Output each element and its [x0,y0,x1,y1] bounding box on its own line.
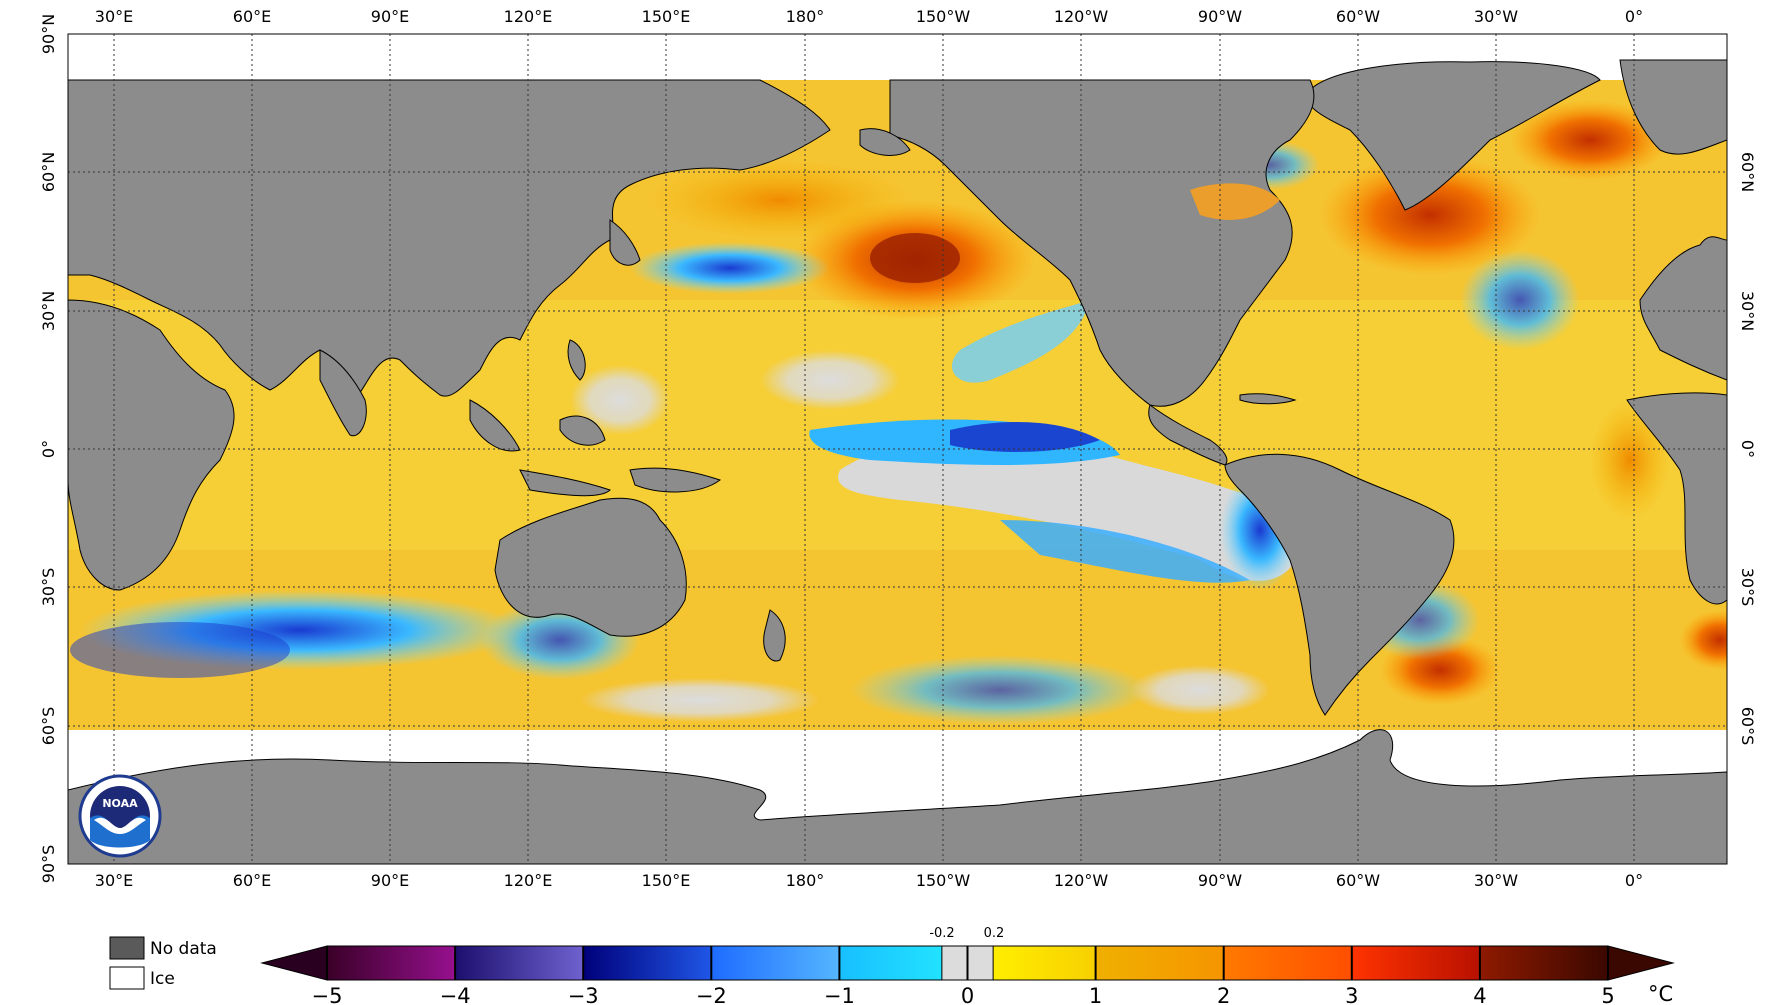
map-frame [67,33,1728,865]
colorbar-tick-label: 0 [961,984,974,1005]
bottom-longitude-labels: 30°E 60°E 90°E 120°E 150°E 180° 150°W 12… [95,871,1643,890]
lon-label: 180° [786,7,825,26]
colorbar-tick-label: 4 [1473,984,1486,1005]
africa-west [1626,392,1727,605]
hudson-bay [1190,183,1280,220]
lat-label: 30°S [1738,568,1757,607]
lat-label: 30°N [39,291,58,331]
lat-label: 0° [1738,440,1757,458]
noaa-logo: NOAA [78,774,162,858]
no-data-label: No data [150,939,217,959]
lon-label: 150°E [642,871,691,890]
ice-swatch [109,966,145,990]
lon-label: 120°E [504,871,553,890]
kuroshio-cool-band [630,242,830,294]
lon-label: 90°W [1198,7,1242,26]
lat-label: 30°S [39,568,58,607]
greenland [1307,61,1601,211]
colorbar-tick-label: −5 [312,984,343,1005]
antarctica [68,729,1727,864]
colorbar-tick-label: 1 [1089,984,1102,1005]
lon-label: 120°W [1054,871,1109,890]
lon-label: 60°W [1336,871,1380,890]
lat-label: 60°N [39,152,58,192]
lon-label: 180° [786,871,825,890]
lon-label: 60°E [233,871,271,890]
north-america [889,79,1315,407]
lon-label: 150°W [916,7,971,26]
colorbar-tick-label: 2 [1217,984,1230,1005]
australia [494,497,687,637]
colorbar-tick-label: −2 [696,984,727,1005]
colorbar-high-extend [1607,945,1675,981]
lon-label: 0° [1625,871,1643,890]
colorbar-tick-label: −1 [824,984,855,1005]
lon-label: 60°W [1336,7,1380,26]
equatorial-cold-tongue [950,421,1100,452]
neutral-low-label: -0.2 [929,926,954,941]
colorbar-tick-label: 5 [1601,984,1614,1005]
lat-label: 30°N [1738,291,1757,331]
africa [68,299,235,591]
lon-label: 150°E [642,7,691,26]
south-america [1224,453,1455,716]
lon-label: 90°E [371,871,409,890]
lon-label: 30°E [95,871,133,890]
lat-label: 90°N [39,14,58,54]
logo-text: NOAA [102,797,138,810]
unit-label: °C [1648,982,1673,1005]
lon-label: 30°W [1474,7,1518,26]
lon-label: 0° [1625,7,1643,26]
graticule [68,34,1727,864]
lon-label: 60°E [233,7,271,26]
lon-label: 120°E [504,7,553,26]
no-data-swatch [109,936,145,960]
lat-label: 60°S [1738,707,1757,746]
lon-label: 120°W [1054,7,1109,26]
lon-label: 150°W [916,871,971,890]
lon-label: 30°W [1474,871,1518,890]
ice-label: Ice [150,969,175,989]
equatorial-neutral-band [838,436,1302,581]
lat-label: 60°S [39,707,58,746]
colorbar-low-extend [260,945,328,981]
lon-label: 30°E [95,7,133,26]
neutral-high-label: 0.2 [984,926,1005,941]
colorbar-tick-label: −4 [440,984,471,1005]
legend: No data Ice [109,936,217,990]
lat-label: 60°N [1738,152,1757,192]
asia [68,79,831,401]
top-longitude-labels: 30°E 60°E 90°E 120°E 150°E 180° 150°W 12… [95,7,1643,26]
colorbar-tick-label: −3 [568,984,599,1005]
colorbar: −5 −4 −3 −2 −1 0 1 2 3 4 5 -0.2 0.2 °C [260,926,1675,1005]
lon-label: 90°W [1198,871,1242,890]
lon-label: 90°E [371,7,409,26]
colorbar-tick-label: 3 [1345,984,1358,1005]
map-area [68,34,1727,864]
lat-label: 90°S [39,845,58,884]
lat-label: 0° [39,440,58,458]
left-latitude-labels: 90°N 60°N 30°N 0° 30°S 60°S 90°S [39,14,58,883]
right-latitude-labels: 60°N 30°N 0° 30°S 60°S [1738,152,1757,745]
north-atlantic-warm-blob [1320,155,1540,275]
